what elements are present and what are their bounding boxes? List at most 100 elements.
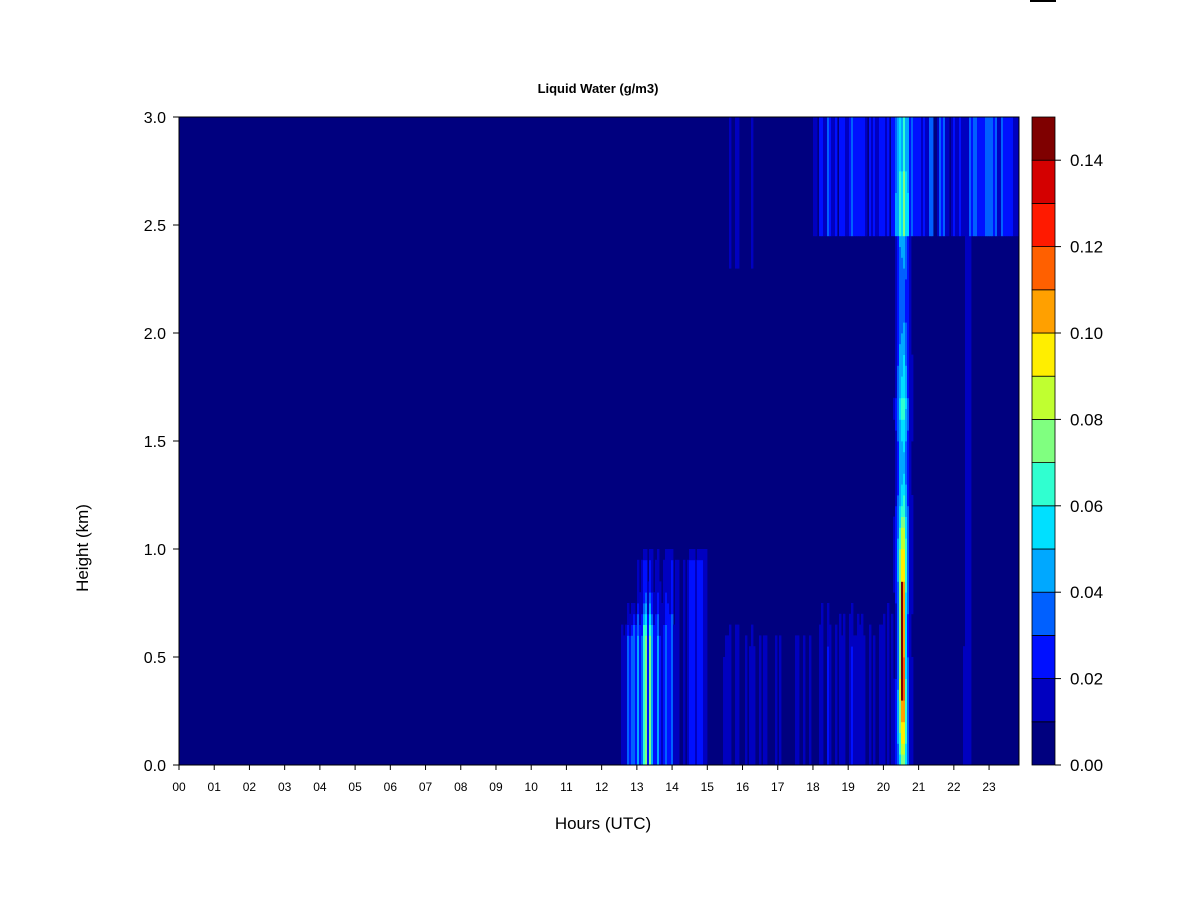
x-tick-label: 08: [454, 780, 468, 794]
colorbar-tick-label: 0.08: [1070, 410, 1103, 429]
heatmap-cell: [903, 354, 906, 399]
x-tick-label: 18: [806, 780, 820, 794]
y-axis: 0.0 0.5 1.0 1.5 2.0 2.5 3.0: [144, 110, 180, 775]
heatmap-cell: [699, 549, 702, 561]
heatmap-cell: [657, 592, 660, 615]
heatmap-cell: [905, 235, 908, 280]
x-tick-label: 19: [842, 780, 856, 794]
heatmap-cell: [689, 559, 692, 766]
heatmap-cell: [687, 559, 690, 766]
heatmap-cell: [835, 624, 838, 766]
heatmap-cell: [907, 235, 910, 399]
x-tick-label: 01: [208, 780, 222, 794]
heatmap-cell: [895, 397, 898, 431]
heatmap-cell: [665, 592, 668, 625]
heatmap-cell: [729, 117, 732, 269]
heatmap-cell: [725, 635, 728, 766]
heatmap-cell: [633, 624, 636, 766]
heatmap-cell: [849, 117, 852, 237]
heatmap-cell: [825, 117, 828, 237]
heatmap-cell: [865, 117, 868, 237]
heatmap-cell: [627, 635, 630, 766]
heatmap-cell: [899, 549, 902, 679]
heatmap-cell: [727, 635, 730, 766]
heatmap-cell: [849, 613, 852, 766]
heatmap-cell: [857, 117, 860, 237]
heatmap-cell: [645, 559, 648, 593]
heatmap-cell: [907, 192, 910, 237]
heatmap-cell: [905, 678, 908, 744]
x-axis-label: Hours (UTC): [555, 814, 651, 833]
heatmap-cell: [673, 624, 676, 766]
heatmap-cell: [985, 117, 988, 237]
heatmap-cell: [633, 613, 636, 625]
heatmap-cell: [635, 624, 638, 766]
heatmap-cell: [861, 117, 864, 237]
heatmap-cell: [863, 117, 866, 237]
colorbar-tick-label: 0.04: [1070, 583, 1103, 602]
heatmap-cell: [905, 592, 908, 679]
heatmap-cell: [995, 117, 998, 237]
heatmap-cell: [851, 646, 854, 766]
heatmap-cell: [901, 376, 904, 399]
heatmap-cell: [975, 117, 978, 237]
heatmap-cell: [863, 635, 866, 766]
heatmap-cell: [683, 559, 686, 766]
heatmap-cell: [691, 559, 694, 766]
heatmap-cell: [893, 397, 896, 420]
heatmap-cell: [939, 117, 942, 237]
heatmap-cell: [831, 117, 834, 237]
heatmap-cell: [695, 559, 698, 766]
heatmap-cell: [905, 538, 908, 593]
heatmap-cell: [649, 559, 652, 593]
heatmap-cell: [751, 624, 754, 766]
x-axis: 00 01 02 03 04 05 06 07 08 09 10 11 12 13 14 15 16 17 18 19…: [172, 764, 1019, 794]
y-tick-label: 1.0: [144, 542, 166, 559]
heatmap-cell: [647, 613, 650, 766]
heatmap-cell: [639, 624, 642, 766]
heatmap-cell: [873, 117, 876, 237]
heatmap-cell: [905, 322, 908, 366]
heatmap-cell: [1015, 117, 1018, 237]
y-axis-label: Height (km): [73, 504, 92, 592]
x-tick-label: 07: [419, 780, 433, 794]
heatmap-cell: [959, 117, 962, 237]
heatmap-cell: [937, 117, 940, 237]
heatmap-cell: [903, 743, 906, 755]
x-tick-label: 23: [982, 780, 996, 794]
heatmap-cell: [663, 559, 666, 625]
heatmap-cell: [703, 549, 706, 766]
heatmap-cell: [897, 581, 900, 690]
heatmap-cell: [905, 279, 908, 323]
heatmap-cell: [941, 117, 944, 237]
heatmap-cell: [905, 397, 908, 409]
heatmap-cell: [903, 419, 906, 453]
y-tick-label: 3.0: [144, 110, 166, 127]
heatmap-cell: [829, 624, 832, 766]
y-tick-label: 0.5: [144, 650, 166, 667]
heatmap-cell: [631, 624, 634, 636]
heatmap-cell: [1007, 117, 1010, 237]
heatmap-cell: [735, 117, 738, 269]
heatmap-cell: [857, 613, 860, 766]
heatmap-cell: [897, 689, 900, 744]
heatmap-cell: [911, 495, 914, 615]
heatmap-cell: [669, 613, 672, 766]
heatmap-cell: [671, 549, 674, 561]
heatmap-cell: [907, 430, 910, 507]
heatmap-cell: [641, 613, 644, 636]
heatmap-cell: [631, 603, 634, 625]
colorbar-segment: [1031, 246, 1056, 291]
heatmap-cell: [903, 581, 906, 658]
heatmap-cell: [651, 592, 654, 615]
colorbar-tick-label: 0.14: [1070, 151, 1103, 170]
heatmap-cell: [1003, 117, 1006, 237]
colorbar-segment: [1031, 548, 1056, 593]
heatmap-cell: [903, 495, 906, 517]
heatmap-cell: [901, 171, 904, 237]
heatmap-cell: [839, 613, 842, 766]
colorbar-tick-label: 0.02: [1070, 670, 1103, 689]
heatmap-cell: [637, 613, 640, 636]
heatmap-cell: [921, 117, 924, 237]
heatmap-cell: [809, 635, 812, 766]
